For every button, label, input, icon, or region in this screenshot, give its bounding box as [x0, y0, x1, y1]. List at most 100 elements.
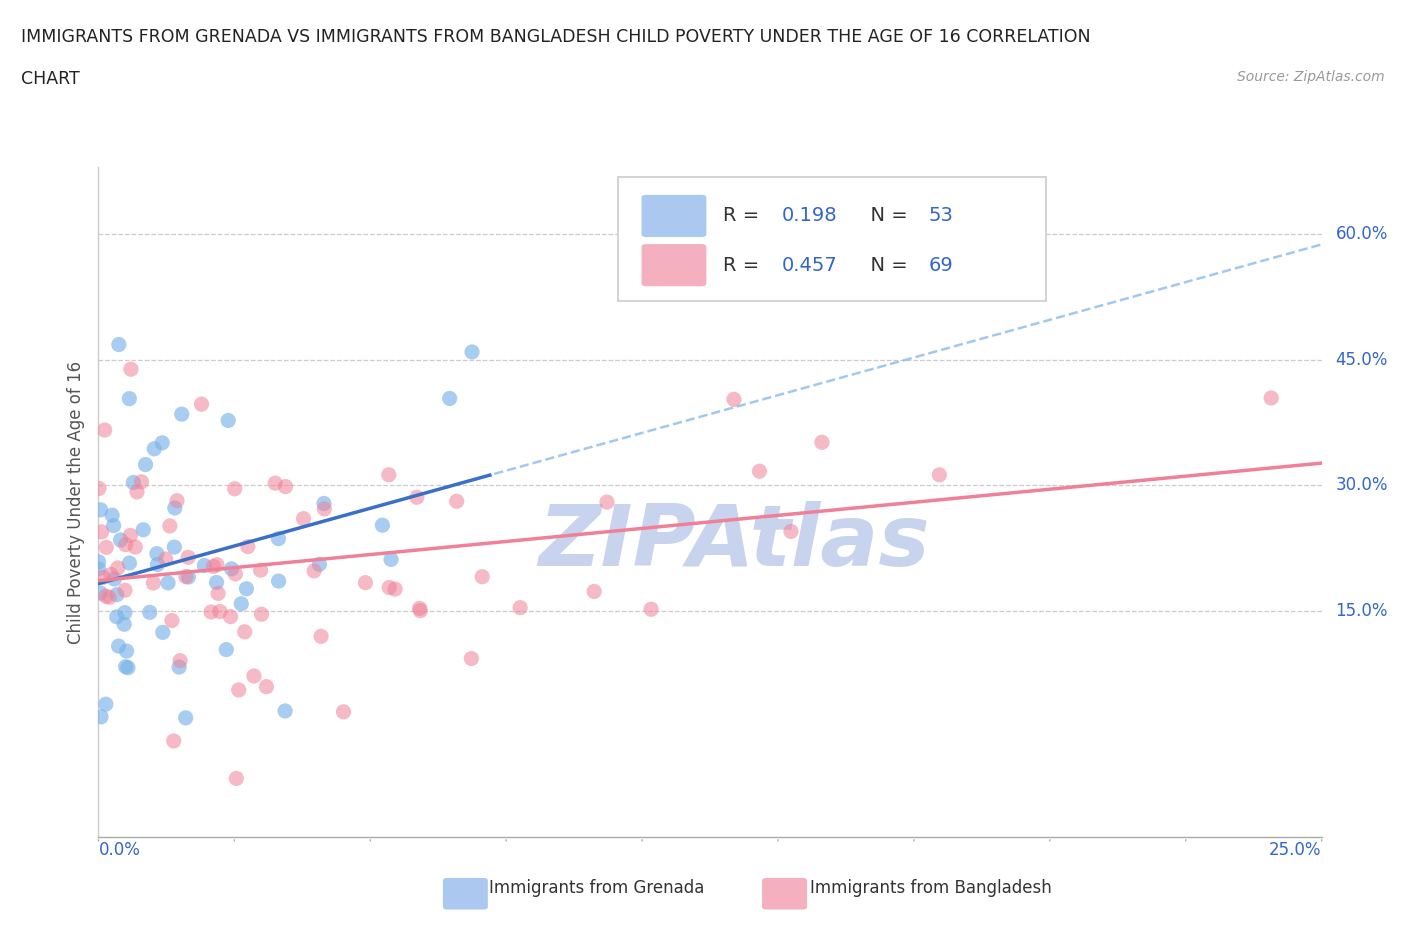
Point — [254, 679, 277, 694]
Point — [1260, 391, 1282, 405]
Point — [150, 435, 173, 450]
Point — [174, 569, 197, 584]
Point — [332, 704, 354, 719]
Point — [166, 493, 188, 508]
Point — [87, 562, 110, 577]
Text: 45.0%: 45.0% — [1336, 351, 1388, 369]
Point — [100, 567, 122, 582]
Point — [207, 586, 229, 601]
Point — [202, 559, 225, 574]
Point — [215, 642, 238, 657]
Point — [167, 659, 190, 674]
Point — [640, 602, 662, 617]
Y-axis label: Child Poverty Under the Age of 16: Child Poverty Under the Age of 16 — [66, 361, 84, 644]
Point — [135, 458, 157, 472]
Point — [274, 479, 297, 494]
Point — [225, 771, 247, 786]
Point — [143, 442, 166, 457]
Text: N =: N = — [858, 206, 914, 225]
Point — [138, 604, 160, 619]
Point — [224, 566, 246, 581]
Point — [103, 518, 125, 533]
Point — [228, 683, 250, 698]
Point — [163, 734, 186, 749]
Point — [461, 344, 484, 359]
Point — [118, 392, 141, 406]
Point — [193, 558, 215, 573]
Text: Immigrants from Grenada: Immigrants from Grenada — [489, 879, 704, 897]
Point — [94, 697, 117, 711]
Point — [107, 561, 129, 576]
Point — [177, 550, 200, 565]
Point — [371, 518, 394, 533]
Point — [446, 494, 468, 509]
Text: 25.0%: 25.0% — [1270, 842, 1322, 859]
Point — [177, 569, 200, 584]
FancyBboxPatch shape — [641, 195, 706, 237]
Point — [224, 482, 246, 497]
Point — [583, 584, 606, 599]
Point — [380, 551, 402, 566]
Point — [87, 554, 110, 569]
Point — [200, 604, 222, 619]
Text: 0.457: 0.457 — [782, 256, 838, 274]
Text: R =: R = — [724, 206, 766, 225]
Point — [208, 604, 231, 619]
Point — [250, 606, 273, 621]
Text: Immigrants from Bangladesh: Immigrants from Bangladesh — [810, 879, 1052, 897]
Point — [236, 539, 259, 554]
Point — [112, 617, 135, 631]
Point — [249, 563, 271, 578]
Text: R =: R = — [724, 256, 766, 274]
Point — [309, 629, 332, 644]
Point — [125, 485, 148, 499]
Text: 15.0%: 15.0% — [1336, 602, 1388, 620]
Point — [107, 639, 129, 654]
Point — [723, 392, 745, 406]
Point — [114, 583, 136, 598]
Point — [157, 576, 180, 591]
Point — [117, 660, 139, 675]
Point — [378, 468, 401, 483]
Point — [93, 422, 115, 437]
Point — [314, 501, 336, 516]
Point — [928, 468, 950, 483]
Point — [91, 570, 114, 585]
Point — [267, 574, 290, 589]
Text: 0.0%: 0.0% — [98, 842, 141, 859]
Point — [292, 512, 315, 526]
Text: 53: 53 — [929, 206, 953, 225]
Point — [155, 551, 177, 566]
Point — [354, 576, 377, 591]
Point — [90, 502, 112, 517]
Point — [146, 546, 169, 561]
Point — [122, 475, 145, 490]
Text: ZIPAtlas: ZIPAtlas — [538, 501, 931, 584]
Point — [170, 406, 193, 421]
Point — [205, 557, 228, 572]
Text: Source: ZipAtlas.com: Source: ZipAtlas.com — [1237, 70, 1385, 84]
Point — [124, 539, 146, 554]
Point — [105, 587, 128, 602]
Point — [460, 651, 482, 666]
Point — [120, 528, 142, 543]
Point — [87, 481, 110, 496]
Point — [264, 476, 287, 491]
Point — [108, 337, 131, 352]
Point — [811, 435, 834, 450]
Point — [378, 580, 401, 595]
Point — [131, 474, 153, 489]
Point — [152, 625, 174, 640]
Point — [409, 604, 432, 618]
Point — [142, 576, 165, 591]
Point — [780, 524, 803, 538]
Point — [205, 575, 228, 590]
Point — [120, 362, 142, 377]
Point — [89, 586, 111, 601]
Text: IMMIGRANTS FROM GRENADA VS IMMIGRANTS FROM BANGLADESH CHILD POVERTY UNDER THE AG: IMMIGRANTS FROM GRENADA VS IMMIGRANTS FR… — [21, 28, 1091, 46]
FancyBboxPatch shape — [641, 244, 706, 286]
Point — [217, 413, 239, 428]
Point — [231, 596, 253, 611]
Point — [748, 464, 770, 479]
Text: 69: 69 — [929, 256, 953, 274]
